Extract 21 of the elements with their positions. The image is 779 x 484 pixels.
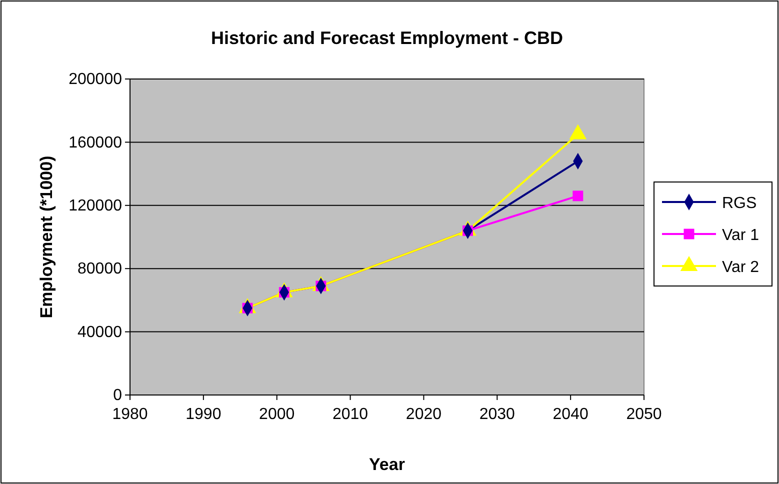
legend-label: RGS [722,195,757,212]
y-tick-label: 160000 [68,134,122,152]
y-tick-label: 200000 [68,71,122,88]
y-tick-label: 40000 [78,324,122,341]
y-axis-title: Employment (*1000) [37,156,56,318]
x-axis-title: Year [369,455,406,474]
y-tick-label: 120000 [68,198,122,215]
x-tick-label: 2050 [626,406,662,423]
x-tick-label: 2000 [259,406,295,423]
x-tick-label: 2030 [479,406,516,423]
x-tick-label: 2020 [406,406,442,423]
x-tick-label: 1990 [186,406,222,423]
y-tick-label: 0 [113,387,122,404]
point [572,190,584,202]
chart-title: Historic and Forecast Employment - CBD [210,28,564,48]
x-tick-label: 2010 [332,406,368,423]
x-tick-label: 1980 [112,406,148,423]
legend-label: Var 1 [722,227,760,244]
legend-label: Var 2 [722,259,760,276]
x-tick-label: 2040 [552,406,588,423]
y-tick-label: 80000 [78,260,122,278]
